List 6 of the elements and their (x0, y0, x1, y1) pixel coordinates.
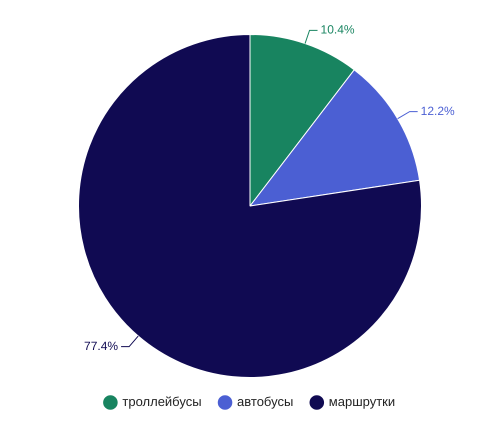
data-label: 10.4% (320, 22, 355, 37)
data-label: 12.2% (420, 104, 456, 118)
legend-label: троллейбусы (122, 394, 202, 410)
data-label: 77.4% (84, 338, 118, 353)
legend-label: автобусы (237, 394, 294, 410)
legend-label: маршрутки (328, 394, 396, 410)
